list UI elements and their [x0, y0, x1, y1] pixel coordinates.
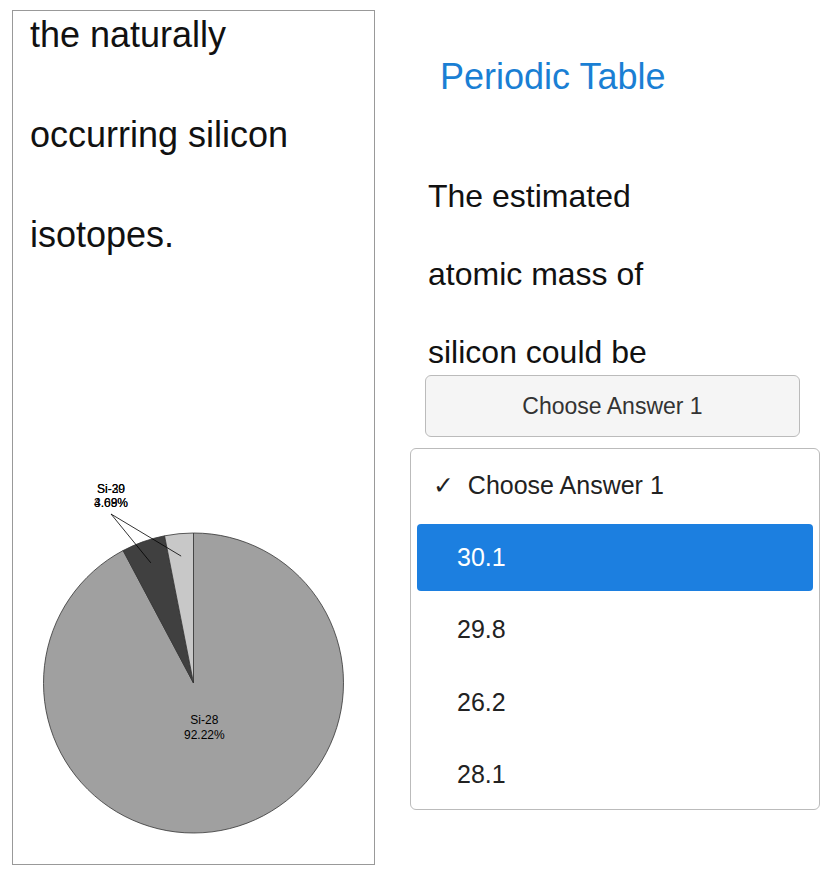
html-text:Choose Answer 1: Choose Answer 1: [522, 392, 703, 419]
html-text:29.8: 29.8: [457, 615, 506, 644]
html-text:28.1: 28.1: [457, 760, 506, 789]
html-text:the naturally: the naturally: [30, 14, 227, 55]
html-text:The estimated: The estimated: [428, 178, 631, 214]
html-text:26.2: 26.2: [457, 687, 506, 716]
svg-text:Si-303.09%: Si-303.09%: [94, 482, 128, 510]
html-text:isotopes.: isotopes.: [30, 214, 175, 255]
html-text:silicon could be: silicon could be: [428, 334, 647, 370]
svg-text:Si-294.68%: Si-294.68%: [94, 482, 128, 510]
html-text:Periodic Table: Periodic Table: [440, 56, 666, 97]
svg-text:Si-2892.22%: Si-2892.22%: [184, 713, 225, 741]
html-text:occurring silicon: occurring silicon: [30, 114, 289, 155]
html-text:atomic mass of: atomic mass of: [428, 256, 644, 292]
html-text:30.1: 30.1: [457, 543, 506, 572]
html-text:✓ Choose Answer 1: ✓ Choose Answer 1: [433, 470, 664, 499]
